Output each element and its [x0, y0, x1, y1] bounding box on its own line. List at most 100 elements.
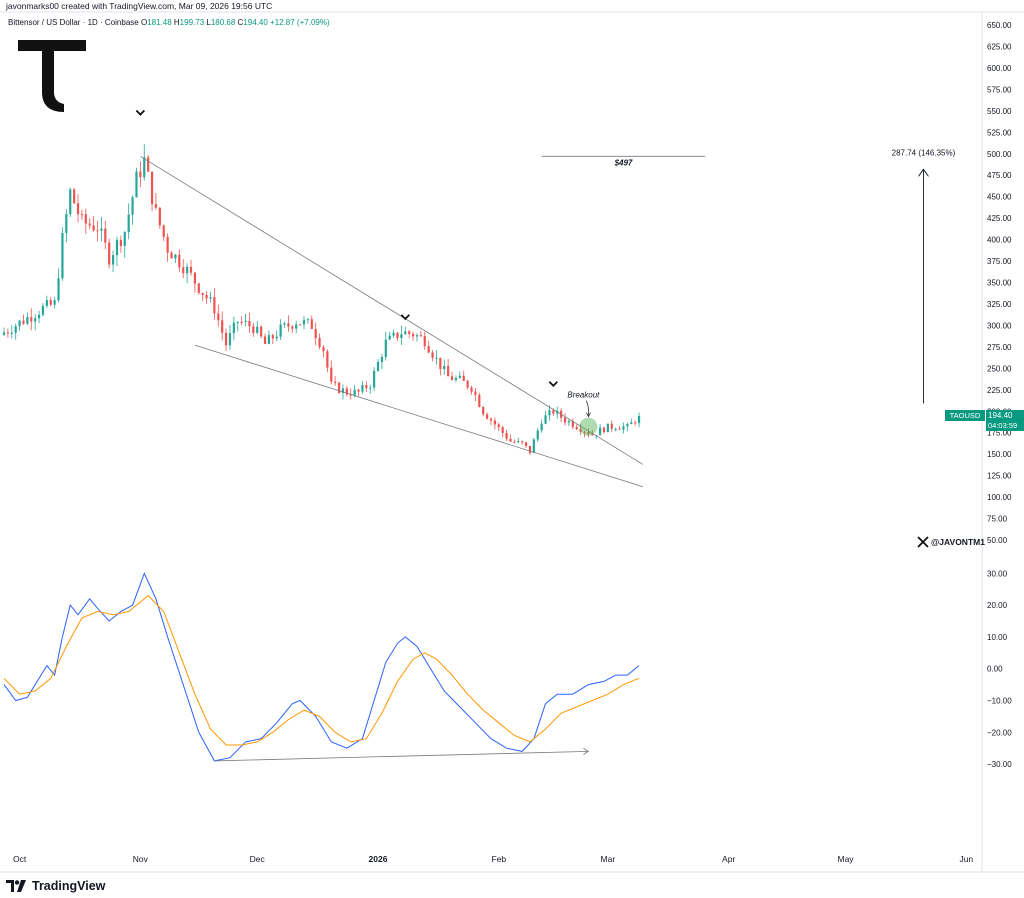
candle-body: [37, 314, 41, 319]
price-tick-label: 100.00: [987, 493, 1012, 502]
candle: [263, 333, 267, 345]
candle: [478, 392, 481, 408]
candle-body: [123, 232, 126, 246]
candle-body: [462, 375, 465, 381]
candle-body: [80, 214, 84, 216]
tradingview-footer[interactable]: TradingView: [6, 879, 105, 893]
candle: [357, 388, 360, 397]
candle-body: [540, 423, 543, 431]
candle: [96, 220, 99, 242]
candle-body: [517, 441, 520, 443]
candle: [493, 417, 496, 430]
candle-body: [509, 438, 512, 442]
candle-body: [349, 394, 352, 396]
low-value: 180.68: [210, 18, 236, 27]
candle: [579, 423, 582, 436]
candle-body: [337, 382, 341, 393]
price-tick-label: 525.00: [987, 128, 1012, 137]
candle-body: [447, 365, 450, 377]
candle-body: [34, 318, 37, 322]
candle-body: [435, 357, 438, 359]
time-tick-label: Jun: [959, 854, 973, 864]
candle: [482, 406, 485, 417]
candle-body: [369, 387, 372, 389]
candle-body: [248, 320, 251, 327]
chart-credit: javonmarks00 created with TradingView.co…: [6, 1, 273, 11]
candle-body: [298, 324, 302, 326]
candle: [532, 437, 535, 454]
candle: [630, 418, 633, 425]
candle-body: [326, 351, 329, 368]
candle: [474, 388, 477, 402]
price-tick-label: 350.00: [987, 279, 1012, 288]
candle: [431, 349, 434, 362]
candle-body: [497, 424, 500, 428]
candle: [322, 345, 325, 358]
candle: [65, 208, 68, 243]
candle: [193, 271, 197, 293]
candle: [411, 331, 415, 341]
candle-body: [396, 332, 399, 339]
candle-body: [295, 324, 298, 329]
candle-body: [26, 317, 29, 324]
candle: [232, 316, 235, 341]
projection-arrow-head: [918, 168, 929, 177]
candle-body: [610, 423, 613, 429]
candle-body: [404, 331, 407, 335]
candle: [123, 230, 126, 258]
candle-body: [626, 424, 629, 427]
candle-body: [49, 300, 52, 305]
candle: [213, 288, 216, 320]
candle-body: [552, 410, 555, 414]
candle: [310, 315, 313, 330]
candle-body: [630, 422, 633, 425]
candle-body: [376, 361, 380, 371]
candle: [248, 312, 251, 333]
candle-body: [598, 427, 602, 436]
candle: [602, 426, 606, 434]
candle-body: [104, 228, 107, 243]
pivot-marker: [135, 109, 145, 116]
candle-body: [263, 336, 267, 344]
price-tick-label: 475.00: [987, 171, 1012, 180]
price-tick-label: 550.00: [987, 107, 1012, 116]
candle-body: [115, 239, 119, 256]
candle: [22, 314, 25, 326]
candle: [119, 235, 122, 253]
candle-body: [423, 336, 426, 347]
price-tick-label: 50.00: [987, 536, 1008, 545]
time-axis: Oct Nov Dec 2026 Feb Mar Apr May Jun: [13, 854, 973, 864]
candle: [158, 207, 161, 229]
candle-body: [466, 380, 469, 388]
time-tick-label: Dec: [250, 854, 266, 864]
candle-body: [384, 339, 387, 358]
oscillator-tick-label: −20.00: [987, 728, 1012, 737]
candle: [571, 418, 574, 430]
candle-body: [92, 225, 95, 231]
projection-label: 287.74 (146.35%): [892, 148, 956, 157]
divergence-line: [214, 750, 589, 762]
candle: [505, 429, 508, 441]
candle: [267, 330, 271, 345]
candle: [318, 333, 321, 350]
candle: [306, 318, 309, 324]
price-tick-label: 225.00: [987, 386, 1012, 395]
candle: [423, 331, 426, 350]
candle-body: [322, 347, 325, 352]
candle: [279, 319, 282, 341]
candle: [435, 350, 438, 365]
candle: [108, 238, 111, 269]
candle: [298, 324, 302, 326]
candle: [88, 218, 91, 229]
candle-body: [614, 428, 617, 430]
candle-body: [279, 324, 282, 337]
candle: [170, 250, 173, 259]
candle: [240, 315, 243, 326]
candle-body: [197, 283, 200, 293]
candle-body: [310, 319, 313, 329]
candle-body: [143, 157, 146, 178]
candle: [517, 437, 520, 444]
candle-body: [69, 189, 72, 215]
candle-body: [22, 320, 25, 324]
